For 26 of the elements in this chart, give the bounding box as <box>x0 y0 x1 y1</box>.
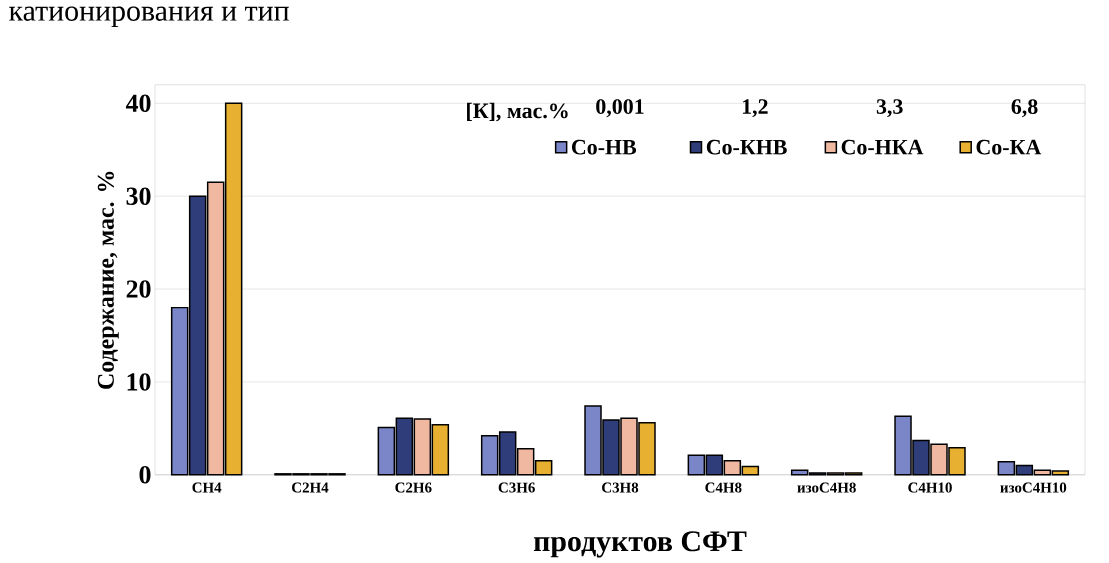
annotation: 3,3 <box>876 99 903 118</box>
text: катионирования и тип <box>9 6 289 27</box>
legend-label: Co-НКА <box>841 139 924 155</box>
annotation: 6,8 <box>1011 99 1038 118</box>
x-tick-label: C3H6 <box>498 482 535 493</box>
x-tick-label: CH4 <box>192 482 222 493</box>
y-tick-label: 40 <box>125 94 151 113</box>
legend-label: Co-КА <box>976 139 1042 155</box>
y-tick-label: 20 <box>126 280 151 298</box>
x-tick-label: C4H8 <box>705 482 742 493</box>
y-axis-title: Содержание, мас. % <box>97 171 119 389</box>
x-tick-label: C2H4 <box>292 482 329 493</box>
annotation: 1,2 <box>742 99 768 118</box>
legend-label: Co-НВ <box>571 139 637 155</box>
y-tick-label: 0 <box>139 466 151 484</box>
x-tick-label: C3H8 <box>602 482 639 493</box>
annotation: 0,001 <box>596 99 644 118</box>
legend-label: Co-КНВ <box>706 139 787 155</box>
x-tick-label: C2H6 <box>395 482 432 493</box>
y-tick-label: 10 <box>127 373 151 391</box>
y-tick-label: 30 <box>126 187 151 205</box>
x-tick-label: изоC4H8 <box>797 482 856 493</box>
text: продуктов СФТ <box>533 531 747 558</box>
x-tick-label: изоC4H10 <box>1000 482 1067 493</box>
x-tick-label: C4H10 <box>908 482 952 493</box>
legend-title: [К], мас.% <box>467 102 568 122</box>
